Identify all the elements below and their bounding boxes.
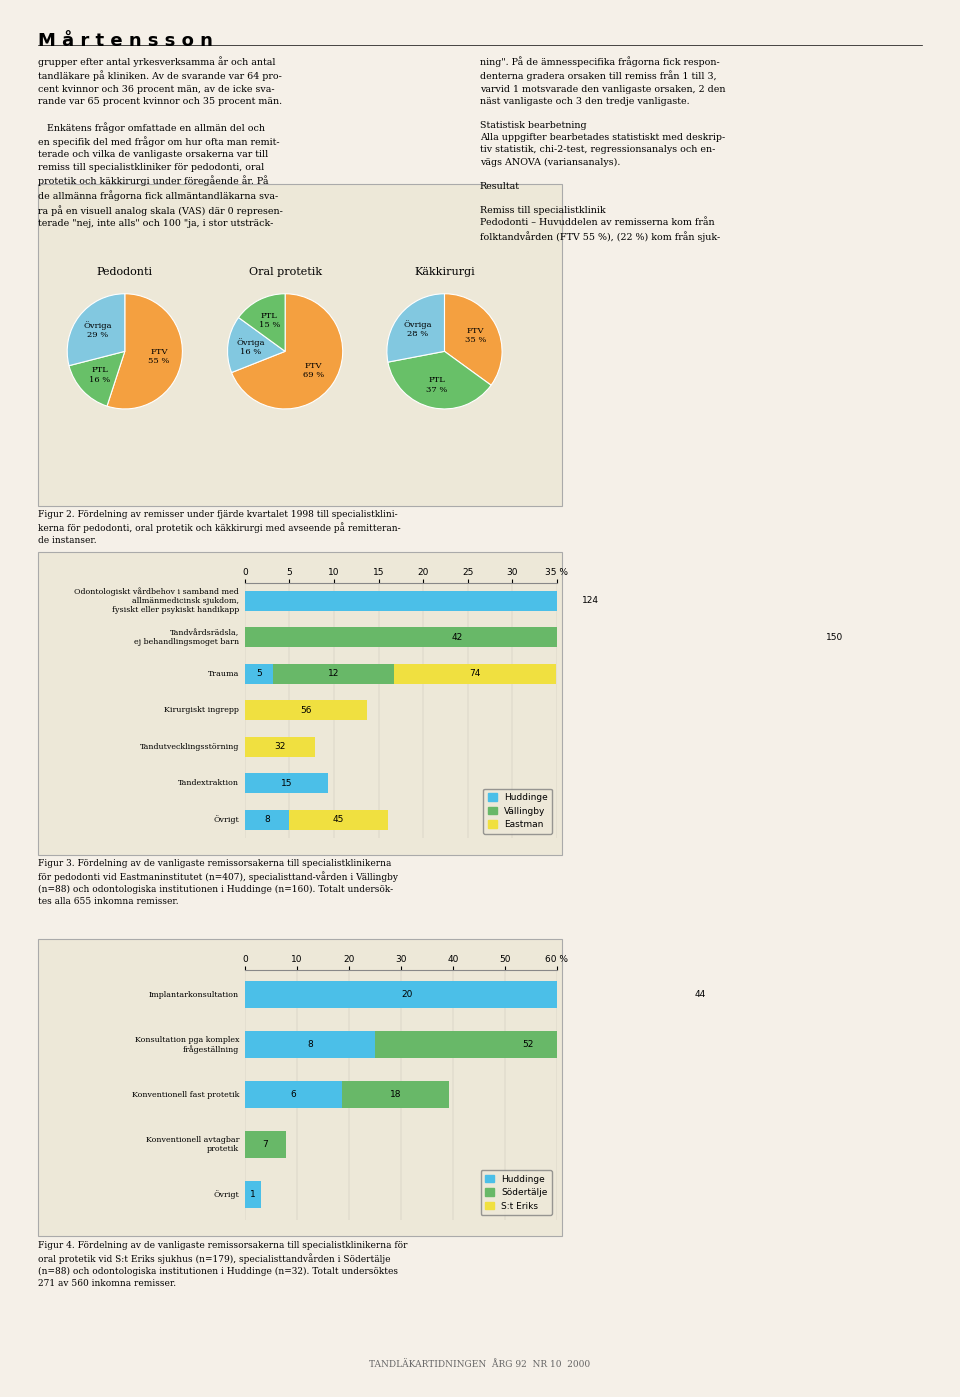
Text: 74: 74 [469, 669, 481, 679]
Bar [245, 1031, 374, 1059]
Text: 150: 150 [826, 633, 843, 641]
Wedge shape [67, 293, 125, 366]
Text: Tandutvecklingsstörning: Tandutvecklingsstörning [139, 743, 239, 752]
Text: Kirurgiskt ingrepp: Kirurgiskt ingrepp [164, 707, 239, 714]
Text: Övriga
29 %: Övriga 29 % [84, 321, 111, 339]
Bar [245, 736, 315, 757]
Text: PTL
15 %: PTL 15 % [259, 312, 280, 330]
Text: 32: 32 [275, 742, 285, 752]
Wedge shape [228, 317, 285, 373]
Wedge shape [444, 293, 502, 386]
Text: Figur 3. Fördelning av de vanligaste remissorsakerna till specialistklinikerna
f: Figur 3. Fördelning av de vanligaste rem… [38, 859, 398, 907]
Bar [570, 981, 829, 1009]
Text: Odontologiskt vårdbehov i samband med
allmänmedicinsk sjukdom,
fysiskt eller psy: Odontologiskt vårdbehov i samband med al… [74, 587, 239, 615]
Bar [245, 700, 368, 721]
Text: Övrigt: Övrigt [213, 816, 239, 824]
Bar [245, 1130, 286, 1158]
Wedge shape [387, 293, 444, 362]
Bar [245, 981, 570, 1009]
Bar [395, 664, 556, 685]
Text: 56: 56 [300, 705, 312, 715]
Bar [374, 1031, 682, 1059]
Text: M å r t e n s s o n: M å r t e n s s o n [38, 32, 213, 50]
Title: Oral protetik: Oral protetik [249, 267, 322, 277]
Text: Konventionell avtagbar
protetik: Konventionell avtagbar protetik [146, 1136, 239, 1153]
Bar [245, 1180, 261, 1208]
Text: 52: 52 [523, 1039, 534, 1049]
Text: TANDLÄKARTIDNINGEN  ÅRG 92  NR 10  2000: TANDLÄKARTIDNINGEN ÅRG 92 NR 10 2000 [370, 1361, 590, 1369]
Text: 15: 15 [281, 780, 293, 788]
Bar [343, 1081, 448, 1108]
Text: PTL
37 %: PTL 37 % [426, 376, 447, 394]
Wedge shape [107, 293, 182, 409]
Title: Käkkirurgi: Käkkirurgi [414, 267, 475, 277]
Text: Övrigt: Övrigt [213, 1190, 239, 1199]
Text: 44: 44 [694, 990, 706, 999]
Text: 42: 42 [452, 633, 463, 641]
Bar [273, 664, 395, 685]
Bar [670, 627, 960, 647]
Text: FTV
69 %: FTV 69 % [303, 362, 324, 380]
Text: 1: 1 [250, 1190, 255, 1199]
Text: 12: 12 [327, 669, 339, 679]
Text: Figur 2. Fördelning av remisser under fjärde kvartalet 1998 till specialistklini: Figur 2. Fördelning av remisser under fj… [38, 510, 401, 545]
Text: 124: 124 [582, 597, 599, 605]
Bar [829, 981, 960, 1009]
Bar [245, 774, 328, 793]
Title: Pedodonti: Pedodonti [97, 267, 153, 277]
Text: Övriga
16 %: Övriga 16 % [236, 338, 265, 356]
Bar [245, 664, 273, 685]
Text: PTL
16 %: PTL 16 % [89, 366, 110, 384]
Legend: Huddinge, Vällingby, Eastman: Huddinge, Vällingby, Eastman [483, 789, 552, 834]
Wedge shape [231, 293, 343, 409]
Text: 20: 20 [401, 990, 413, 999]
Text: Tandvårdsrädsla,
ej behandlingsmoget barn: Tandvårdsrädsla, ej behandlingsmoget bar… [133, 629, 239, 645]
Bar [936, 591, 960, 610]
Text: Konsultation pga komplex
frågeställning: Konsultation pga komplex frågeställning [134, 1035, 239, 1053]
Bar [289, 810, 388, 830]
Text: 18: 18 [390, 1090, 401, 1099]
Text: 8: 8 [264, 816, 270, 824]
Text: Implantarkonsultation: Implantarkonsultation [149, 990, 239, 999]
Text: 6: 6 [291, 1090, 297, 1099]
Text: ning". På de ämnesspecifika frågorna fick respon-
denterna gradera orsaken till : ning". På de ämnesspecifika frågorna fic… [480, 56, 726, 242]
Text: Övriga
28 %: Övriga 28 % [403, 320, 432, 338]
Legend: Huddinge, Södertälje, S:t Eriks: Huddinge, Södertälje, S:t Eriks [481, 1171, 552, 1215]
Text: FTV
35 %: FTV 35 % [465, 327, 486, 344]
Text: Trauma: Trauma [207, 669, 239, 678]
Text: Konventionell fast protetik: Konventionell fast protetik [132, 1091, 239, 1098]
Text: grupper efter antal yrkesverksamma år och antal
tandläkare på kliniken. Av de sv: grupper efter antal yrkesverksamma år oc… [38, 56, 283, 228]
Text: 45: 45 [333, 816, 345, 824]
Wedge shape [238, 293, 285, 351]
Text: FTV
55 %: FTV 55 % [148, 348, 170, 366]
Bar [245, 1081, 343, 1108]
Text: Tandextraktion: Tandextraktion [178, 780, 239, 788]
Bar [245, 591, 936, 610]
Bar [245, 627, 670, 647]
Text: 8: 8 [307, 1039, 313, 1049]
Wedge shape [69, 351, 125, 407]
Text: Figur 4. Fördelning av de vanligaste remissorsakerna till specialistklinikerna f: Figur 4. Fördelning av de vanligaste rem… [38, 1241, 408, 1288]
Text: 7: 7 [263, 1140, 269, 1150]
Wedge shape [388, 351, 492, 409]
Text: 5: 5 [256, 669, 262, 679]
Bar [245, 810, 289, 830]
